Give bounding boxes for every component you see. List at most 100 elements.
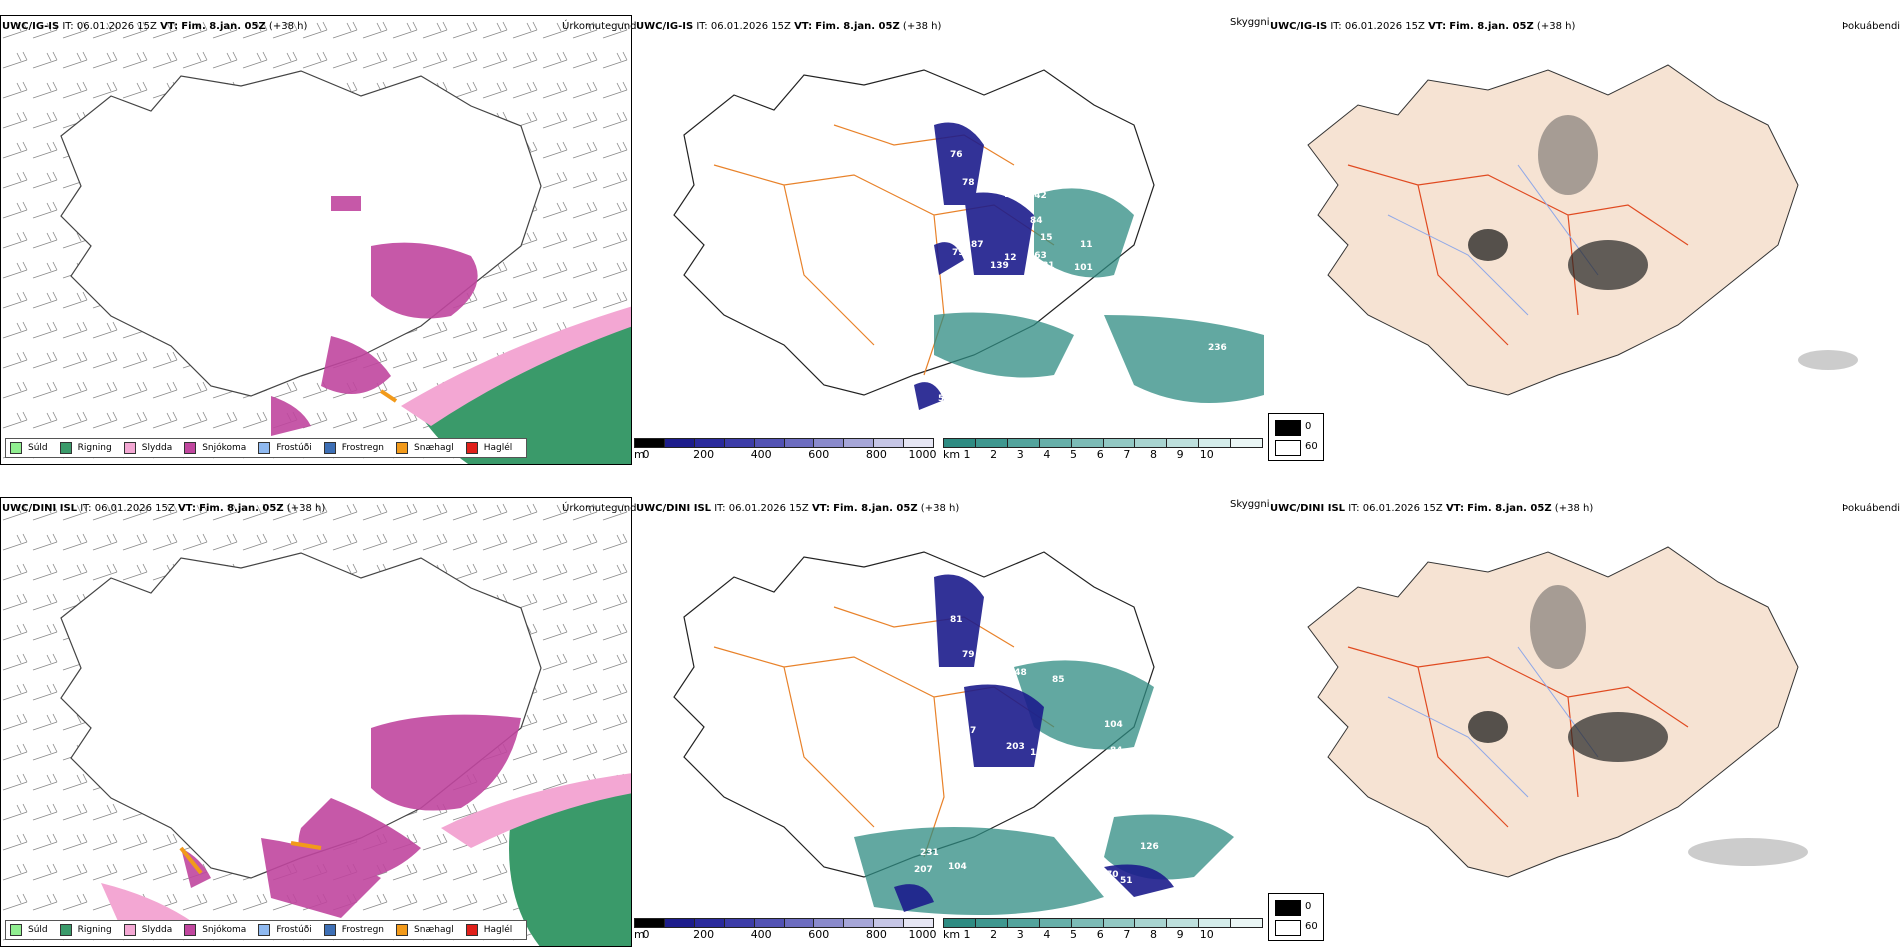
legend-item: Frostregn bbox=[323, 924, 384, 936]
ceiling-value-label: 84 bbox=[664, 423, 677, 433]
ceiling-value-label: 203 bbox=[1006, 742, 1025, 752]
ceiling-title-top: UWC/IG-IS IT: 06.01.2026 15Z VT: Fim. 8.… bbox=[636, 21, 942, 32]
ceiling-value-label: 70 bbox=[992, 650, 1005, 660]
cloud-var-bottom: Þokuábendi bbox=[1842, 503, 1900, 514]
cloud-panel-bottom bbox=[1268, 497, 1900, 947]
ceiling-panel-bottom: 81 79 70 123 148 85 51 7 203 116 86 104 84 15 102 63 231… bbox=[634, 497, 1264, 947]
ceiling-value-label: 148 bbox=[1008, 668, 1027, 678]
ceiling-value-label: 123 bbox=[1014, 648, 1033, 658]
ceiling-value-label: 12 bbox=[1004, 253, 1017, 263]
precip-title-top: UWC/IG-IS IT: 06.01.2026 15Z VT: Fim. 8.… bbox=[2, 21, 308, 32]
ceiling-value-label: 96 bbox=[1214, 875, 1227, 885]
ceiling-value-label: 15 bbox=[1112, 762, 1125, 772]
cloud-legend-bottom: 0 60 bbox=[1268, 893, 1324, 941]
ceiling-scale-bottom: 0 200 400 600 800 1000 m bbox=[634, 918, 937, 941]
legend-item: Súld bbox=[10, 442, 48, 454]
ceiling-value-label: 86 bbox=[1064, 746, 1077, 756]
ceiling-value-label: 142 bbox=[1028, 191, 1047, 201]
legend-item: Snæhagl bbox=[396, 442, 454, 454]
ceiling-value-label: 51 bbox=[1070, 650, 1083, 660]
ceiling-value-label: 127 bbox=[1172, 420, 1191, 430]
ceiling-title-bottom: UWC/DINI ISL IT: 06.01.2026 15Z VT: Fim.… bbox=[636, 503, 960, 514]
visibility-ticks: 1 2 3 4 5 6 7 8 9 10 bbox=[963, 448, 1214, 461]
ceiling-value-label: 236 bbox=[1208, 343, 1227, 353]
ceiling-colorbar bbox=[634, 918, 934, 928]
ceiling-value-label: 231 bbox=[920, 848, 939, 858]
ceiling-value-label: 79 bbox=[962, 650, 975, 660]
ceiling-value-label: 79 bbox=[952, 248, 965, 258]
ceiling-panel-top: 76 78 85 121 142 84 79 87 15 163 139 81 11 101 98 12 59 2… bbox=[634, 15, 1264, 465]
visibility-colorbar bbox=[943, 918, 1263, 928]
ceiling-value-label: 101 bbox=[1074, 263, 1093, 273]
ceiling-ticks: 0 200 400 600 800 1000 bbox=[642, 928, 937, 941]
ceiling-value-label: 84 bbox=[1030, 216, 1043, 226]
ceiling-value-label: 63 bbox=[1064, 798, 1077, 808]
legend-item: Snjókoma bbox=[184, 924, 246, 936]
ceiling-value-label: 11 bbox=[1080, 240, 1093, 250]
legend-item: Slydda bbox=[123, 442, 172, 454]
ceiling-value-label: 116 bbox=[1030, 748, 1049, 758]
visibility-scale-bottom: 1 2 3 4 5 6 7 8 9 10 km bbox=[943, 918, 1263, 941]
precip-var-bottom: Úrkomutegund bbox=[562, 503, 637, 514]
visibility-ticks: 1 2 3 4 5 6 7 8 9 10 bbox=[963, 928, 1214, 941]
ceiling-scale-top: 0 200 400 600 800 1000 m bbox=[634, 438, 936, 461]
ceiling-value-label: 87 bbox=[971, 240, 984, 250]
low-ceiling-areas-b2 bbox=[894, 574, 1174, 912]
legend-item: Rigning bbox=[59, 442, 112, 454]
precip-map-top bbox=[1, 16, 631, 464]
ceiling-value-label: 7 bbox=[970, 726, 976, 736]
cloud-var-top: Þokuábendi bbox=[1842, 21, 1900, 32]
legend-item: Frostúði bbox=[258, 442, 312, 454]
legend-item: Frostúði bbox=[258, 924, 312, 936]
cloud-map-top bbox=[1307, 64, 1858, 396]
cloud-panel-top bbox=[1268, 15, 1900, 465]
ceiling-value-label: 25 bbox=[1066, 393, 1079, 403]
cloud-title-bottom: UWC/DINI ISL IT: 06.01.2026 15Z VT: Fim.… bbox=[1270, 503, 1594, 514]
ceiling-values-bottom: 81 79 70 123 148 85 51 7 203 116 86 104 84 15 102 63 231… bbox=[914, 615, 1243, 886]
ceiling-value-label: 104 bbox=[948, 862, 967, 872]
precip-map-bottom bbox=[1, 498, 631, 946]
ceiling-value-label: 48 bbox=[1230, 875, 1243, 885]
ceiling-value-label: 126 bbox=[1140, 842, 1159, 852]
legend-item: Haglél bbox=[465, 924, 512, 936]
legend-item: Snjókoma bbox=[184, 442, 246, 454]
legend-item: Súld bbox=[10, 924, 48, 936]
rain-areas-a1 bbox=[421, 316, 631, 464]
ceiling-map-bottom bbox=[673, 551, 1234, 915]
visibility-scale-top: 1 2 3 4 5 6 7 8 9 10 km bbox=[943, 438, 1263, 461]
ceiling-value-label: 84 bbox=[1110, 746, 1123, 756]
ceiling-value-label: 98 bbox=[1102, 298, 1115, 308]
visibility-areas-b2 bbox=[854, 660, 1234, 915]
ceiling-var-top: Skyggni bbox=[1230, 17, 1270, 28]
ceiling-value-label: 96 bbox=[954, 413, 967, 423]
ceiling-value-label: 70 bbox=[1106, 870, 1119, 880]
legend-item: Haglél bbox=[465, 442, 512, 454]
ceiling-value-label: 207 bbox=[914, 865, 933, 875]
iceland-land-c1 bbox=[1307, 64, 1799, 396]
ceiling-value-label: 19 bbox=[1144, 413, 1157, 423]
legend-item: Frostregn bbox=[323, 442, 384, 454]
sleet-areas-a1 bbox=[401, 306, 631, 426]
ceiling-value-label: 163 bbox=[1028, 251, 1047, 261]
ceiling-value-label: 104 bbox=[1104, 720, 1123, 730]
iceland-outline-b2 bbox=[673, 551, 1155, 878]
ceiling-value-label: 81 bbox=[950, 615, 963, 625]
precip-panel-top: Súld Rigning Slydda Snjókoma Frostúði Fr… bbox=[0, 15, 632, 465]
precip-legend-bottom: Súld Rigning Slydda Snjókoma Frostúði Fr… bbox=[5, 920, 528, 940]
precip-panel-bottom: Súld Rigning Slydda Snjókoma Frostúði Fr… bbox=[0, 497, 632, 947]
ceiling-value-label: 600 bbox=[1046, 378, 1065, 388]
cloud-map-bottom bbox=[1307, 546, 1808, 878]
ceiling-value-label: 104 bbox=[1074, 846, 1093, 856]
precip-title-bottom: UWC/DINI ISL IT: 06.01.2026 15Z VT: Fim.… bbox=[2, 503, 326, 514]
ceiling-value-label: 51 bbox=[1120, 876, 1133, 886]
ceiling-value-label: 139 bbox=[990, 261, 1009, 271]
visibility-colorbar bbox=[943, 438, 1263, 448]
ceiling-value-label: 85 bbox=[990, 178, 1003, 188]
ceiling-value-label: 121 bbox=[1004, 190, 1023, 200]
legend-item: Snæhagl bbox=[396, 924, 454, 936]
ceiling-value-label: 15 bbox=[1040, 233, 1053, 243]
ceiling-colorbar bbox=[634, 438, 934, 448]
ceiling-value-label: 102 bbox=[1102, 778, 1121, 788]
ceiling-value-label: 4 bbox=[1154, 448, 1160, 458]
